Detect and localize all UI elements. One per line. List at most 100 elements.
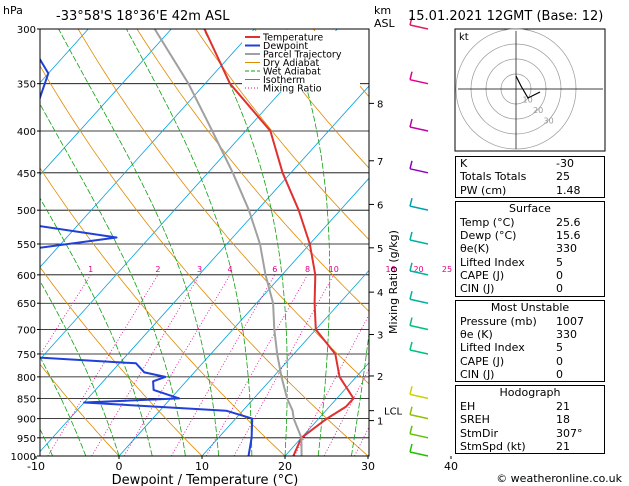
hodograph-title: Hodograph — [499, 386, 561, 400]
mixing-ratio-label: 16 — [386, 265, 396, 274]
x-tick-label: 0 — [116, 460, 123, 473]
wet-adiabat-line — [40, 197, 153, 456]
km-tick-label: 2 — [377, 372, 383, 383]
index-row-k: K -30 — [460, 157, 574, 170]
mu-row: θe (K) 330 — [460, 327, 577, 341]
surface-row: CAPE (J) 0 — [460, 269, 563, 283]
surface-row: Temp (°C) 25.6 — [460, 215, 581, 229]
wind-barb-flag — [409, 71, 413, 80]
mu-row: Lifted Index 5 — [460, 341, 563, 355]
axes: 3003504004505005506006507007508008509009… — [11, 25, 458, 473]
wind-barb-flag — [409, 317, 413, 326]
parcel-trajectory-line — [153, 29, 303, 456]
mixing-ratio-line — [294, 314, 369, 456]
surface-row: Lifted Index 5 — [460, 255, 563, 269]
wind-barb — [409, 24, 429, 30]
hodograph-box: Hodograph EH 21 SREH 18 StmDir 307° StmSpd … — [455, 385, 605, 455]
index-row-pw: PW (cm) 1.48 — [460, 183, 581, 197]
wind-barbs — [409, 16, 429, 457]
x-tick-label: 30 — [361, 460, 375, 473]
x-tick-label: 20 — [278, 460, 292, 473]
wind-barb — [409, 205, 429, 211]
wind-barb-flag — [409, 341, 413, 351]
pressure-tick-label: 700 — [17, 326, 36, 337]
km-tick-label: 1 — [377, 417, 383, 428]
wind-barb — [409, 270, 429, 276]
pressure-tick-label: 1000 — [11, 452, 36, 463]
wind-barb — [409, 298, 429, 304]
wind-barb — [409, 393, 429, 400]
legend-entry: Wet Adiabat — [263, 67, 321, 78]
mixing-ratio-line — [47, 274, 159, 456]
wind-barb-flag — [409, 262, 413, 272]
pressure-tick-label: 650 — [17, 299, 36, 310]
pressure-tick-label: 450 — [17, 169, 36, 180]
mixing-ratio-line — [354, 426, 369, 456]
wet-adiabat-line — [351, 29, 369, 456]
wind-barb — [409, 349, 429, 355]
mixing-ratio-label: 1 — [88, 265, 93, 274]
pressure-tick-label: 950 — [17, 434, 36, 445]
hodo-row: StmDir 307° — [460, 426, 583, 440]
dry-adiabat-line — [40, 363, 120, 456]
wind-barb-flag — [409, 406, 413, 415]
dry-adiabat-line — [40, 167, 286, 456]
indices-top-box: K -30 Totals Totals 25 PW (cm) 1.48 — [455, 156, 605, 198]
isotherm-line — [40, 29, 172, 176]
legend-entry: Isotherm — [263, 75, 305, 86]
mixing-ratio-line — [205, 274, 308, 456]
legend-entry: Dewpoint — [263, 41, 308, 52]
km-tick-label: 4 — [377, 288, 383, 299]
isotherm-line — [40, 85, 369, 453]
km-tick-label: 5 — [377, 244, 383, 255]
x-axis-label: Dewpoint / Temperature (°C) — [112, 473, 299, 486]
x-tick-label: -10 — [27, 460, 45, 473]
dry-adiabat-line — [40, 266, 203, 456]
km-tick-label: 3 — [377, 331, 383, 342]
mixing-ratio-axis-label: Mixing Ratio (g/kg) — [387, 230, 400, 334]
hodograph-ring-label: 30 — [544, 117, 554, 126]
wind-barb — [409, 78, 429, 85]
surface-title: Surface — [509, 201, 551, 215]
pressure-tick-label: 800 — [17, 373, 36, 384]
wind-barb-flag — [409, 118, 413, 128]
pressure-tick-label: 750 — [17, 350, 36, 361]
pressure-tick-label: 900 — [17, 415, 36, 426]
wind-barb — [409, 126, 429, 132]
mixing-ratio-label: 3 — [197, 265, 202, 274]
dry-adiabat-line — [254, 29, 369, 169]
surface-row: CIN (J) 0 — [460, 282, 563, 296]
most-unstable-title: Most Unstable — [490, 300, 570, 314]
hodograph-ring-label: 20 — [533, 106, 543, 115]
isotherm-line — [118, 177, 369, 456]
wind-barb-flag — [409, 197, 413, 207]
background-lines — [0, 29, 369, 456]
dewpoint-line — [40, 57, 254, 456]
mu-row: CIN (J) 0 — [460, 367, 563, 381]
isotherm-line — [201, 269, 369, 456]
mixing-ratio-line — [171, 274, 276, 456]
legend-entry: Temperature — [262, 33, 323, 44]
wind-barb — [409, 451, 429, 457]
wind-barb-flag — [409, 443, 413, 453]
mixing-ratio-label: 8 — [305, 265, 310, 274]
km-tick-label: 6 — [377, 200, 383, 211]
wind-barb-flag — [409, 16, 413, 26]
pressure-tick-label: 600 — [17, 271, 36, 282]
wind-barb — [409, 413, 429, 420]
plot-frame — [39, 28, 370, 457]
temperature-line — [203, 29, 355, 456]
most-unstable-box: Most Unstable Pressure (mb) 1007 θe (K) 33… — [455, 299, 605, 383]
credit: © weatheronline.co.uk — [496, 472, 622, 485]
wind-barb — [409, 433, 429, 439]
wet-adiabat-line — [126, 29, 253, 456]
mixing-ratio-line — [233, 274, 335, 456]
surface-row: Dewp (°C) 15.6 — [460, 229, 581, 243]
pressure-tick-label: 850 — [17, 394, 36, 405]
wind-barb-flag — [409, 160, 413, 169]
dry-adiabat-line — [40, 65, 369, 456]
index-row-totals: Totals Totals 25 — [460, 170, 570, 184]
isotherm-line — [0, 29, 5, 456]
